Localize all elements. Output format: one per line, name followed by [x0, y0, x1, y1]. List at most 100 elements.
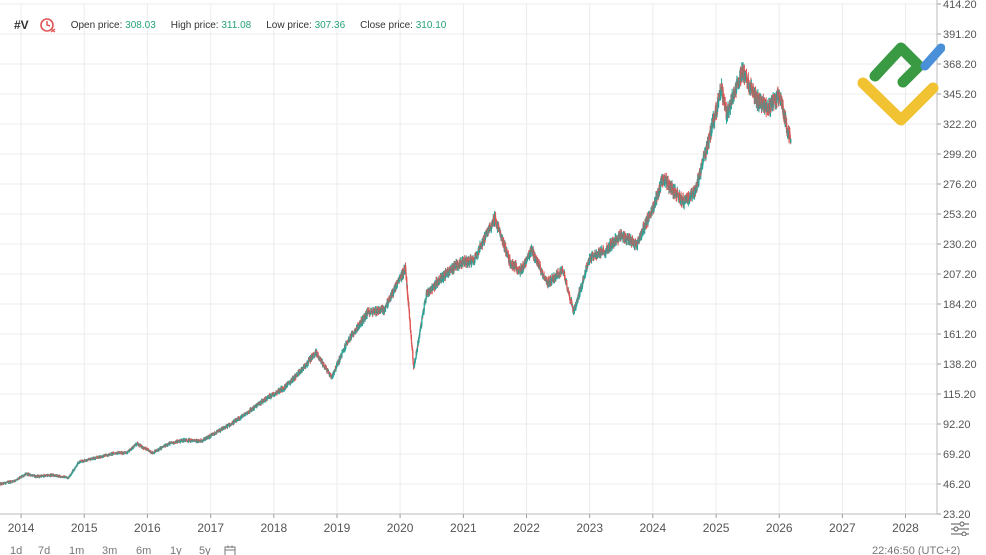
candle-body [76, 464, 78, 467]
candle-body [199, 440, 202, 443]
candle-body [356, 326, 358, 329]
candle-body [412, 357, 414, 363]
candle-body [590, 255, 593, 261]
candle-body [243, 414, 245, 416]
candle-body [596, 255, 598, 258]
candle-body [403, 270, 406, 274]
candle-body [482, 239, 484, 244]
candle-body [561, 267, 564, 270]
candle-body [405, 272, 407, 278]
candle-body [94, 458, 97, 459]
candle-body [116, 453, 118, 455]
candle-body [341, 352, 343, 357]
candle-body [80, 461, 82, 462]
candle-body [487, 231, 489, 235]
candle-body [423, 304, 425, 311]
candle-body [13, 480, 16, 482]
candle-body [584, 272, 586, 277]
candle-body [325, 368, 328, 371]
candle-body [416, 349, 418, 355]
candle-body [271, 393, 273, 397]
candle-body [498, 225, 500, 229]
candle-body [214, 433, 216, 435]
candle-body [77, 462, 79, 465]
candle-body [367, 312, 370, 314]
candle-body [406, 286, 408, 293]
candle-body [236, 419, 238, 422]
candle-body [498, 228, 500, 231]
candle-body [634, 243, 636, 247]
candle-body [350, 333, 353, 336]
candle-body [399, 276, 401, 279]
candle-body [488, 229, 490, 231]
candle-body [612, 240, 614, 243]
candle-body [308, 359, 310, 361]
candle-body [323, 362, 325, 365]
candle-body [366, 313, 368, 316]
candle-body [317, 353, 319, 358]
candle-body [477, 251, 479, 255]
candle-body [408, 303, 410, 309]
candle-body [457, 261, 459, 267]
candle-body [245, 413, 247, 415]
candle-body [318, 355, 320, 358]
candle-body [421, 317, 423, 324]
candle-body [555, 275, 557, 280]
candle-body [41, 476, 44, 477]
candle-body [408, 309, 411, 319]
candle-body [12, 480, 14, 482]
candle-body [620, 233, 623, 238]
candle-body [66, 477, 68, 478]
candle-body [30, 474, 32, 476]
candle-body [412, 351, 414, 358]
candle-body [294, 378, 296, 380]
candle-body [383, 306, 385, 311]
candle-body [258, 402, 260, 405]
candle-body [548, 285, 550, 286]
candle-body [107, 455, 109, 457]
candle-body [383, 310, 386, 313]
candle-body [577, 294, 579, 301]
candlestick-series [0, 62, 792, 486]
candle-body [485, 233, 488, 235]
candle-body [87, 459, 89, 461]
candle-body [564, 277, 566, 280]
candle-body [15, 479, 17, 481]
candle-body [129, 448, 132, 450]
candle-body [140, 444, 142, 448]
candle-body [129, 449, 131, 451]
candle-body [167, 445, 169, 446]
candle-body [266, 397, 268, 400]
candle-body [585, 268, 587, 273]
candle-body [29, 473, 31, 476]
candle-body [328, 372, 330, 375]
candle-body [556, 273, 558, 277]
candle-body [179, 441, 181, 443]
candle-body [31, 475, 33, 477]
candle-body [295, 374, 297, 378]
candle-body [368, 311, 371, 315]
candle-body [169, 442, 171, 445]
candle-body [37, 476, 40, 478]
candle-body [567, 290, 570, 292]
candle-body [621, 235, 624, 237]
candle-body [449, 269, 451, 273]
candle-body [462, 259, 464, 264]
candle-body [206, 436, 208, 440]
candle-body [507, 253, 509, 256]
candle-body [221, 428, 223, 430]
candle-body [333, 372, 336, 374]
candle-body [158, 448, 160, 451]
candle-body [75, 466, 77, 468]
candle-body [153, 452, 155, 454]
candle-body [562, 269, 564, 273]
candle-body [407, 292, 409, 297]
candle-body [460, 260, 462, 267]
candle-body [384, 307, 387, 310]
candle-body [305, 362, 307, 366]
candle-body [512, 262, 514, 268]
candle-body [40, 475, 43, 478]
candle-body [419, 330, 421, 333]
candle-body [339, 356, 341, 362]
